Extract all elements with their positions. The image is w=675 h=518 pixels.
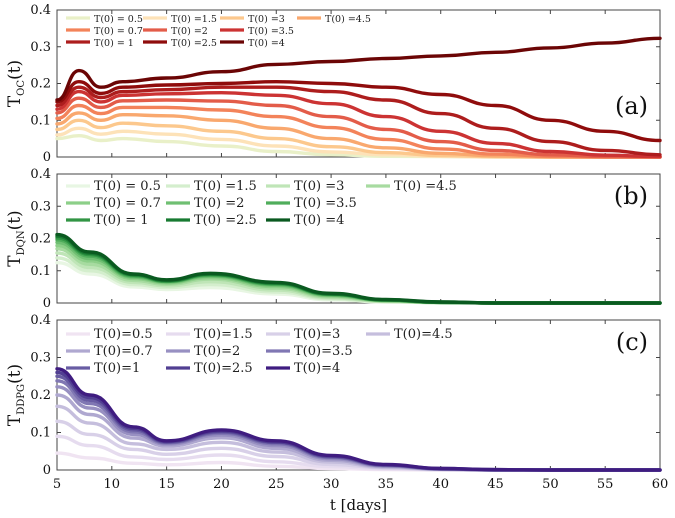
y-tick-label: 0.2: [30, 388, 51, 403]
legend-entry-label: T(0) =4: [294, 213, 344, 228]
series-line: [55, 234, 662, 305]
x-tick-label: 50: [542, 477, 559, 492]
legend-entry-label: T(0)=1.5: [194, 327, 253, 342]
x-tick-label: 40: [432, 477, 449, 492]
legend-entry-label: T(0) =3: [248, 14, 285, 25]
y-tick-label: 0: [43, 463, 51, 478]
series-line: [55, 238, 662, 305]
panel-c: 0 0.1 0.2 0.3 0.4 5 10 15 20 25 30 35 40 45 50 55 60 T(0)…: [5, 313, 668, 514]
panel-label: (c): [616, 328, 648, 356]
x-tick-label: 60: [652, 477, 669, 492]
series-line: [55, 96, 662, 159]
y-tick-label: 0.1: [30, 113, 51, 128]
x-tick-label: 45: [487, 477, 504, 492]
legend-entry-label: T(0) =4.5: [394, 179, 457, 194]
legend-entry-label: T(0) = 0.7: [94, 26, 143, 37]
legend-entry-label: T(0)=1: [94, 361, 140, 376]
series-line: [55, 36, 662, 102]
y-tick-label: 0.2: [30, 77, 51, 92]
y-tick-label: 0.1: [30, 264, 51, 279]
series-line: [55, 374, 662, 472]
legend-entry-label: T(0) =4: [248, 38, 285, 49]
y-tick-label: 0.3: [30, 40, 51, 55]
series-line: [55, 367, 662, 472]
legend-entry-label: T(0) =3.5: [294, 196, 357, 211]
legend-entry-label: T(0) = 1: [94, 213, 149, 228]
y-axis-label: TDDPG(t): [5, 364, 27, 426]
legend-entry-label: T(0)=0.5: [94, 327, 153, 342]
series-line: [55, 85, 662, 157]
series-line: [55, 232, 662, 305]
legend-entry-label: T(0)=2: [194, 344, 240, 359]
x-tick-label: 5: [53, 477, 61, 492]
legend-entry-label: T(0)=0.7: [94, 344, 153, 359]
y-tick-label: 0.3: [30, 199, 51, 214]
x-tick-label: 30: [323, 477, 340, 492]
panel-label: (a): [615, 92, 648, 120]
series-line: [55, 240, 662, 305]
series-line: [55, 89, 662, 159]
legend-entry-label: T(0) =2: [171, 26, 208, 37]
legend-entry-label: T(0) = 1: [94, 38, 134, 49]
legend-entry-label: T(0) =1.5: [194, 179, 257, 194]
y-tick-label: 0.4: [30, 3, 51, 18]
y-tick-label: 0.4: [30, 313, 51, 328]
legend-entry-label: T(0) =3.5: [248, 26, 294, 37]
legend-entry-label: T(0) =2.5: [171, 38, 217, 49]
legend-entry-label: T(0)=3.5: [294, 344, 353, 359]
legend-entry-label: T(0) =3: [294, 179, 344, 194]
panel-b: 0 0.1 0.2 0.3 0.4 T(0) = 0.5 T(0) =1.5 T(0) =3 T…: [5, 167, 662, 311]
legend-entry-label: T(0) =2: [194, 196, 244, 211]
panel-label: (b): [614, 182, 648, 210]
y-axis-label: TOC(t): [5, 60, 27, 107]
legend-entry-label: T(0)=2.5: [194, 361, 253, 376]
x-tick-label: 10: [104, 477, 121, 492]
series-line: [55, 80, 662, 143]
y-tick-label: 0.1: [30, 426, 51, 441]
y-tick-label: 0.4: [30, 167, 51, 182]
series-line: [55, 370, 662, 472]
x-tick-label: 35: [378, 477, 395, 492]
legend-entry-label: T(0)=4: [294, 361, 340, 376]
y-tick-label: 0.2: [30, 232, 51, 247]
x-tick-label: 25: [268, 477, 285, 492]
y-axis-label: TDQN(t): [5, 210, 27, 266]
x-tick-label: 20: [213, 477, 230, 492]
x-tick-label: 55: [597, 477, 614, 492]
legend-entry-label: T(0) = 0.5: [94, 14, 143, 25]
legend-entry-label: T(0)=3: [294, 327, 340, 342]
series-line: [55, 236, 662, 305]
x-tick-label: 15: [158, 477, 175, 492]
legend-entry-label: T(0) = 0.5: [94, 179, 161, 194]
legend-entry-label: T(0) = 0.7: [94, 196, 161, 211]
panel-a: 00.10.20.30.4T(0) = 0.5 T(0) =1.5 T(0) =3 T…: [5, 3, 662, 165]
legend-entry-label: T(0) =2.5: [194, 213, 257, 228]
y-tick-label: 0.3: [30, 351, 51, 366]
legend-entry-label: T(0) =4.5: [325, 14, 371, 25]
legend-entry-label: T(0)=4.5: [394, 327, 453, 342]
y-tick-label: 0: [43, 150, 51, 165]
legend-entry-label: T(0) =1.5: [171, 14, 217, 25]
x-axis-label: t [days]: [330, 496, 387, 514]
y-tick-label: 0: [43, 296, 51, 311]
